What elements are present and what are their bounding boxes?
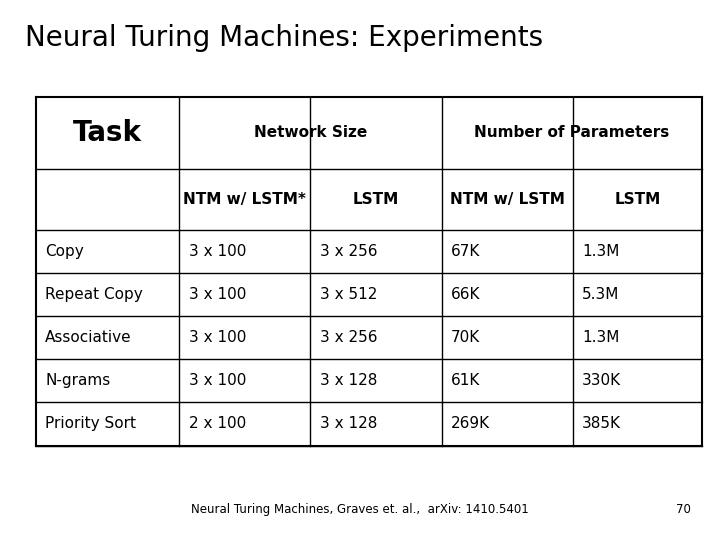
Text: 3 x 256: 3 x 256 <box>320 330 377 345</box>
Text: Copy: Copy <box>45 244 84 259</box>
Text: NTM w/ LSTM: NTM w/ LSTM <box>450 192 564 207</box>
Text: 66K: 66K <box>451 287 480 302</box>
Text: Priority Sort: Priority Sort <box>45 416 136 431</box>
Text: 385K: 385K <box>582 416 621 431</box>
Text: NTM w/ LSTM*: NTM w/ LSTM* <box>184 192 306 207</box>
Text: 269K: 269K <box>451 416 490 431</box>
Text: 3 x 100: 3 x 100 <box>189 373 246 388</box>
Text: 1.3M: 1.3M <box>582 330 619 345</box>
Text: 67K: 67K <box>451 244 480 259</box>
Text: Neural Turing Machines, Graves et. al.,  arXiv: 1410.5401: Neural Turing Machines, Graves et. al., … <box>191 503 529 516</box>
Text: Neural Turing Machines: Experiments: Neural Turing Machines: Experiments <box>25 24 544 52</box>
Text: Associative: Associative <box>45 330 132 345</box>
Text: 330K: 330K <box>582 373 621 388</box>
Text: LSTM: LSTM <box>614 192 660 207</box>
Text: 3 x 100: 3 x 100 <box>189 330 246 345</box>
Text: Number of Parameters: Number of Parameters <box>474 125 670 140</box>
Text: 3 x 100: 3 x 100 <box>189 244 246 259</box>
Text: 2 x 100: 2 x 100 <box>189 416 246 431</box>
Text: Network Size: Network Size <box>253 125 367 140</box>
Text: 3 x 128: 3 x 128 <box>320 416 377 431</box>
Text: 5.3M: 5.3M <box>582 287 619 302</box>
Text: 1.3M: 1.3M <box>582 244 619 259</box>
Text: 70K: 70K <box>451 330 480 345</box>
Text: 3 x 100: 3 x 100 <box>189 287 246 302</box>
Text: 70: 70 <box>676 503 691 516</box>
Text: 3 x 256: 3 x 256 <box>320 244 377 259</box>
Text: 61K: 61K <box>451 373 480 388</box>
Text: 3 x 128: 3 x 128 <box>320 373 377 388</box>
Text: Task: Task <box>73 119 142 147</box>
Text: LSTM: LSTM <box>353 192 399 207</box>
Text: N-grams: N-grams <box>45 373 111 388</box>
Text: Repeat Copy: Repeat Copy <box>45 287 143 302</box>
Text: 3 x 512: 3 x 512 <box>320 287 377 302</box>
